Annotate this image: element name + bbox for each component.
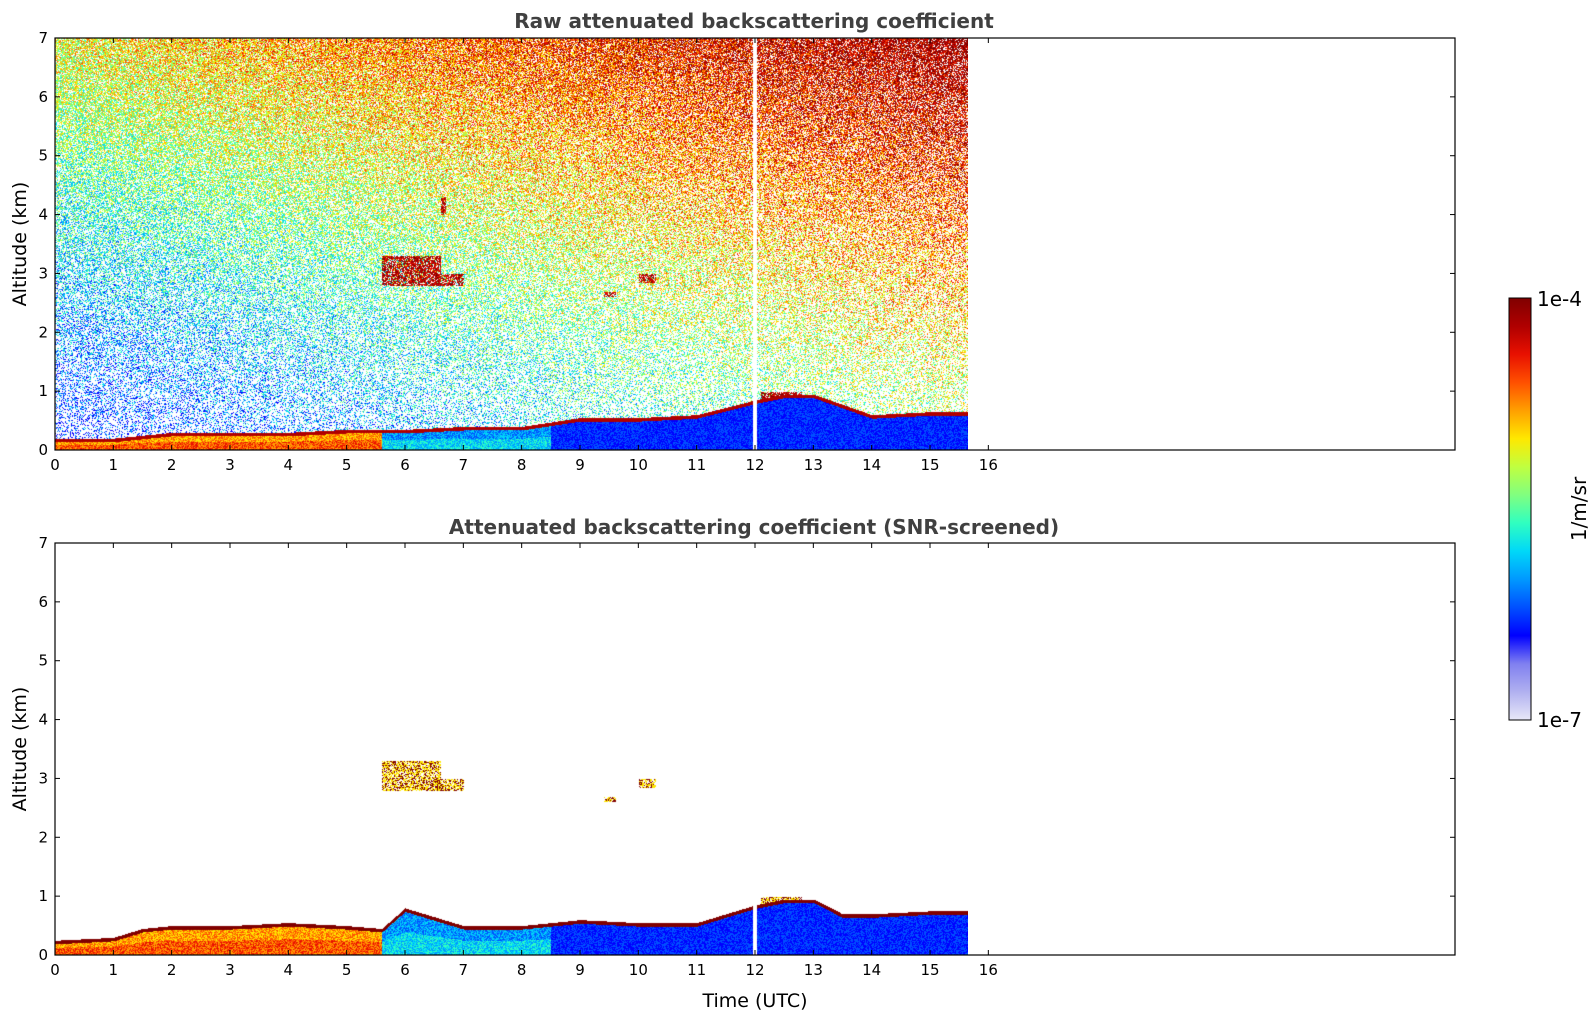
x-tick-label: 5 bbox=[342, 456, 352, 474]
x-tick-label: 10 bbox=[629, 456, 648, 474]
y-tick-label: 6 bbox=[38, 593, 48, 611]
x-tick-label: 11 bbox=[687, 961, 706, 979]
colorbar-unit-label: 1/m/sr bbox=[1567, 476, 1591, 541]
panel-snr-screened: Attenuated backscattering coefficient (S… bbox=[9, 515, 1456, 1012]
colorbar-gradient bbox=[1508, 297, 1532, 721]
y-tick-label: 5 bbox=[38, 652, 48, 670]
x-tick-label: 11 bbox=[687, 456, 706, 474]
x-tick-label: 13 bbox=[804, 961, 823, 979]
x-tick-label: 5 bbox=[342, 961, 352, 979]
colorbar-min-label: 1e-7 bbox=[1537, 708, 1582, 732]
y-tick-label: 7 bbox=[38, 534, 48, 552]
heatmap-image bbox=[55, 543, 968, 955]
x-tick-label: 8 bbox=[517, 961, 527, 979]
x-tick-label: 14 bbox=[862, 456, 881, 474]
y-tick-label: 5 bbox=[38, 147, 48, 165]
x-tick-label: 7 bbox=[459, 456, 469, 474]
x-tick-label: 14 bbox=[862, 961, 881, 979]
colorbar-max-label: 1e-4 bbox=[1537, 287, 1582, 311]
x-tick-label: 9 bbox=[575, 456, 585, 474]
x-tick-label: 8 bbox=[517, 456, 527, 474]
y-tick-label: 2 bbox=[38, 323, 48, 341]
x-tick-label: 9 bbox=[575, 961, 585, 979]
x-tick-label: 16 bbox=[979, 456, 998, 474]
y-tick-label: 3 bbox=[38, 769, 48, 787]
x-tick-label: 3 bbox=[225, 961, 235, 979]
x-tick-label: 2 bbox=[167, 961, 177, 979]
x-tick-label: 12 bbox=[745, 456, 764, 474]
x-tick-label: 0 bbox=[50, 961, 60, 979]
panel-raw: Raw attenuated backscattering coefficien… bbox=[9, 9, 1456, 474]
y-tick-label: 1 bbox=[38, 887, 48, 905]
x-tick-label: 7 bbox=[459, 961, 469, 979]
heatmap-area bbox=[55, 38, 968, 450]
panel-title: Raw attenuated backscattering coefficien… bbox=[514, 9, 994, 33]
x-tick-label: 6 bbox=[400, 456, 410, 474]
y-tick-label: 7 bbox=[38, 29, 48, 47]
x-tick-label: 15 bbox=[920, 456, 939, 474]
x-tick-label: 1 bbox=[109, 961, 119, 979]
y-tick-label: 4 bbox=[38, 206, 48, 224]
colorbar: 1e-4 1e-7 1/m/sr bbox=[1508, 287, 1591, 732]
y-tick-label: 4 bbox=[38, 711, 48, 729]
x-tick-label: 4 bbox=[284, 456, 294, 474]
y-tick-label: 0 bbox=[38, 946, 48, 964]
x-tick-label: 13 bbox=[804, 456, 823, 474]
y-tick-label: 0 bbox=[38, 441, 48, 459]
x-tick-label: 6 bbox=[400, 961, 410, 979]
x-tick-label: 1 bbox=[109, 456, 119, 474]
x-tick-label: 0 bbox=[50, 456, 60, 474]
heatmap-area bbox=[55, 543, 968, 955]
y-axis-label: Altitude (km) bbox=[9, 687, 31, 812]
y-tick-label: 1 bbox=[38, 382, 48, 400]
x-tick-label: 2 bbox=[167, 456, 177, 474]
x-tick-label: 4 bbox=[284, 961, 294, 979]
x-tick-label: 12 bbox=[745, 961, 764, 979]
x-tick-label: 15 bbox=[920, 961, 939, 979]
x-tick-label: 16 bbox=[979, 961, 998, 979]
y-tick-label: 6 bbox=[38, 88, 48, 106]
y-axis-label: Altitude (km) bbox=[9, 182, 31, 307]
x-tick-label: 3 bbox=[225, 456, 235, 474]
panel-title: Attenuated backscattering coefficient (S… bbox=[449, 515, 1059, 539]
y-tick-label: 3 bbox=[38, 264, 48, 282]
y-tick-label: 2 bbox=[38, 828, 48, 846]
x-tick-label: 10 bbox=[629, 961, 648, 979]
heatmap-image bbox=[55, 38, 968, 450]
x-axis-label: Time (UTC) bbox=[701, 990, 807, 1012]
